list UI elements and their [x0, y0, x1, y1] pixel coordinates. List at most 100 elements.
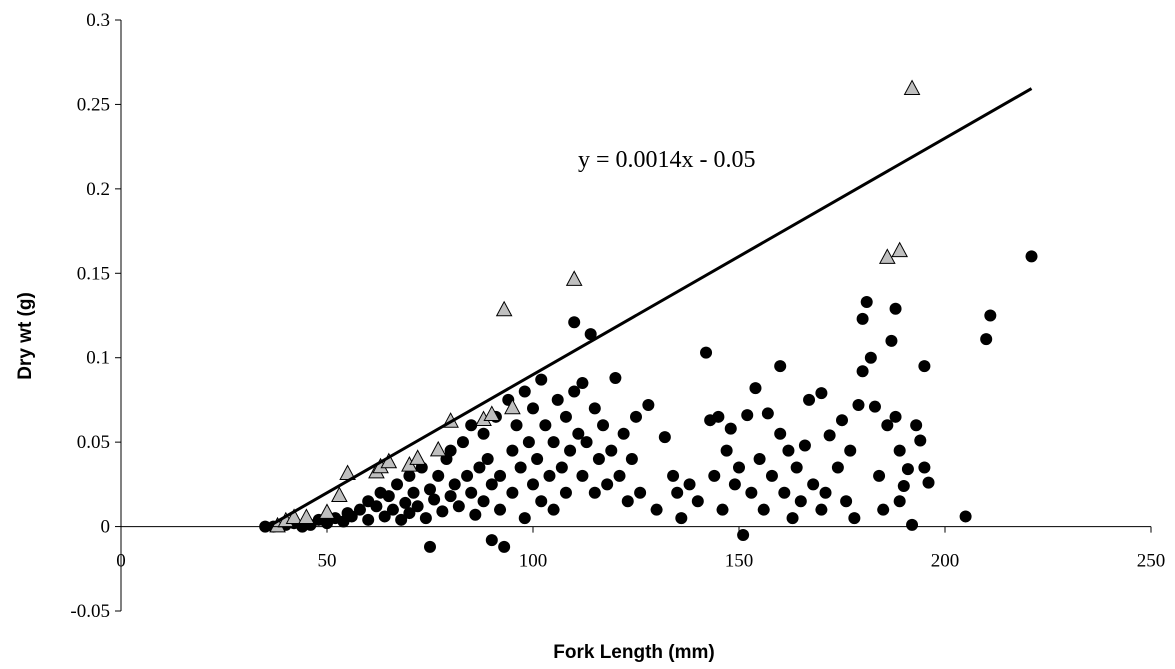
data-point-circle	[831, 461, 844, 474]
x-tick-label: 100	[519, 551, 548, 572]
data-point-circle	[868, 400, 881, 413]
data-point-circle	[399, 496, 412, 509]
data-point-circle	[683, 478, 696, 491]
data-point-circle	[576, 377, 589, 390]
data-point-circle	[485, 478, 498, 491]
trendline-equation: y = 0.0014x - 0.05	[578, 147, 756, 173]
data-point-circle	[584, 328, 597, 341]
data-point-circle	[918, 360, 931, 373]
data-point-triangle	[878, 248, 896, 264]
data-point-circle	[836, 414, 848, 427]
data-point-circle	[889, 302, 902, 315]
data-point-circle	[807, 478, 820, 491]
data-point-circle	[959, 510, 972, 523]
data-point-circle	[535, 373, 548, 386]
data-point-circle	[370, 500, 383, 513]
y-axis-ticks: -0.05 0 0.05 0.1 0.15 0.2 0.25 0.3	[70, 10, 121, 622]
data-point-circle	[625, 453, 638, 466]
data-point-circle	[395, 513, 408, 526]
data-point-circle	[592, 453, 605, 466]
data-point-circle	[708, 469, 721, 482]
data-point-circle	[761, 407, 774, 420]
data-point-circle	[353, 503, 366, 516]
data-point-circle	[790, 461, 803, 474]
data-point-circle	[819, 486, 832, 499]
data-point-triangle	[331, 486, 348, 502]
data-point-circle	[613, 469, 626, 482]
data-point-circle	[448, 478, 461, 491]
data-point-circle	[667, 469, 680, 482]
data-point-circle	[757, 503, 770, 516]
data-point-circle	[918, 461, 931, 474]
data-point-circle	[345, 510, 358, 523]
data-point-circle	[362, 513, 375, 526]
data-point-circle	[444, 490, 457, 503]
data-point-circle	[403, 469, 416, 482]
data-point-circle	[984, 309, 997, 322]
data-point-circle	[461, 469, 474, 482]
data-point-triangle	[285, 508, 303, 524]
data-point-circle	[630, 410, 642, 423]
data-point-circle	[794, 495, 807, 508]
data-point-circle	[716, 503, 729, 516]
data-point-circle	[823, 429, 836, 442]
data-point-circle	[522, 436, 535, 449]
data-point-circle	[547, 436, 560, 449]
data-point-circle	[864, 351, 877, 364]
data-point-circle	[477, 427, 490, 440]
data-point-circle	[518, 512, 531, 525]
x-tick-label: 150	[725, 551, 754, 572]
data-point-circle	[840, 495, 853, 508]
data-point-circle	[572, 427, 585, 440]
data-point-circle	[910, 419, 923, 432]
data-point-circle	[514, 461, 527, 474]
data-point-circle	[494, 469, 507, 482]
data-point-circle	[424, 483, 436, 496]
data-point-circle	[700, 346, 713, 359]
data-point-circle	[650, 503, 663, 516]
data-point-circle	[881, 419, 894, 432]
data-point-circle	[749, 382, 762, 395]
data-point-circle	[803, 393, 816, 406]
data-point-circle	[568, 385, 581, 398]
data-point-circle	[518, 385, 531, 398]
data-point-circle	[473, 461, 486, 474]
data-point-circle	[782, 444, 795, 457]
data-point-circle	[856, 365, 869, 378]
data-point-circle	[873, 469, 886, 482]
data-point-circle	[712, 410, 725, 423]
data-point-circle	[601, 478, 614, 491]
y-tick-label: 0.3	[86, 10, 110, 31]
data-point-circle	[848, 512, 861, 525]
data-point-circle	[547, 503, 560, 516]
data-point-circle	[856, 312, 869, 325]
data-point-circle	[642, 398, 655, 411]
data-point-circle	[914, 434, 927, 447]
x-tick-label: 250	[1137, 551, 1166, 572]
data-point-circle	[506, 486, 519, 499]
data-point-circle	[733, 461, 745, 474]
y-tick-label: 0.05	[77, 432, 110, 453]
data-point-circle	[922, 476, 935, 489]
data-point-circle	[885, 334, 898, 347]
data-point-circle	[774, 427, 787, 440]
data-point-circle	[786, 512, 799, 525]
data-point-circle	[609, 371, 622, 384]
data-point-circle	[407, 486, 420, 499]
data-point-circle	[889, 410, 902, 423]
data-point-circle	[893, 495, 906, 508]
data-point-circle	[720, 444, 733, 457]
data-point-circle	[531, 453, 544, 466]
data-point-circle	[543, 469, 556, 482]
data-point-triangle	[903, 79, 921, 96]
data-point-circle	[621, 495, 634, 508]
data-point-circle	[860, 295, 873, 308]
data-point-circle	[588, 402, 601, 415]
data-point-circle	[897, 480, 910, 493]
data-point-triangle	[504, 398, 521, 415]
data-point-circle	[494, 503, 507, 516]
data-point-circle	[436, 505, 449, 518]
data-point-circle	[535, 495, 548, 508]
data-point-circle	[403, 507, 416, 520]
data-point-circle	[444, 444, 457, 457]
